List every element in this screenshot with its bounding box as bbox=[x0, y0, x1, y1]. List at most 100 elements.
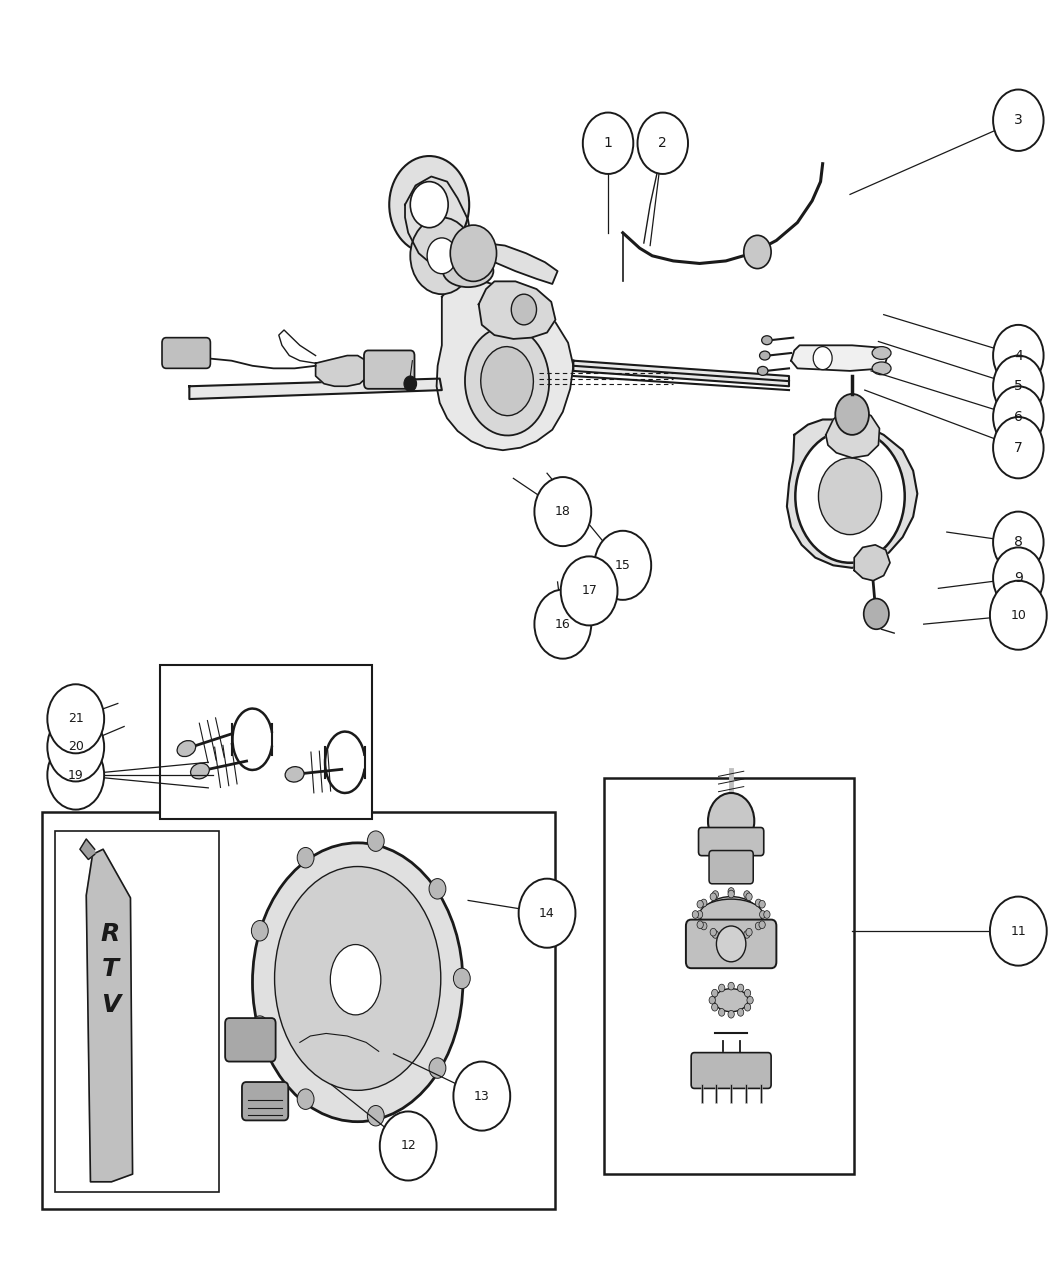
Circle shape bbox=[737, 1009, 744, 1017]
FancyBboxPatch shape bbox=[686, 920, 776, 968]
Circle shape bbox=[747, 996, 753, 1004]
Circle shape bbox=[728, 931, 734, 939]
Circle shape bbox=[697, 900, 704, 908]
Circle shape bbox=[696, 911, 703, 918]
Circle shape bbox=[251, 921, 268, 941]
Circle shape bbox=[993, 90, 1044, 151]
Text: 10: 10 bbox=[1010, 609, 1027, 622]
Text: 7: 7 bbox=[1014, 441, 1023, 454]
Circle shape bbox=[818, 458, 882, 535]
Circle shape bbox=[701, 922, 707, 930]
Circle shape bbox=[712, 931, 719, 939]
Ellipse shape bbox=[330, 944, 381, 1016]
Circle shape bbox=[453, 1062, 510, 1131]
Text: 19: 19 bbox=[68, 769, 83, 781]
Circle shape bbox=[745, 1003, 751, 1010]
Circle shape bbox=[701, 899, 707, 907]
Circle shape bbox=[367, 831, 384, 852]
Circle shape bbox=[728, 982, 734, 990]
Circle shape bbox=[744, 931, 750, 939]
Circle shape bbox=[429, 1058, 446, 1078]
Circle shape bbox=[744, 890, 750, 898]
Circle shape bbox=[47, 741, 104, 810]
FancyBboxPatch shape bbox=[709, 851, 753, 884]
Circle shape bbox=[708, 793, 754, 849]
Ellipse shape bbox=[714, 989, 748, 1012]
Ellipse shape bbox=[177, 741, 196, 757]
Text: T: T bbox=[102, 958, 119, 981]
Circle shape bbox=[711, 1003, 717, 1010]
Circle shape bbox=[795, 430, 905, 563]
Ellipse shape bbox=[762, 336, 772, 345]
Circle shape bbox=[534, 477, 591, 546]
Text: 4: 4 bbox=[1014, 349, 1023, 362]
Text: 21: 21 bbox=[68, 712, 83, 725]
FancyBboxPatch shape bbox=[691, 1053, 771, 1088]
Text: 9: 9 bbox=[1014, 572, 1023, 585]
Polygon shape bbox=[316, 356, 370, 386]
Text: 12: 12 bbox=[401, 1140, 416, 1152]
Text: V: V bbox=[101, 994, 120, 1017]
Polygon shape bbox=[189, 379, 442, 399]
Polygon shape bbox=[405, 177, 471, 266]
Circle shape bbox=[583, 113, 633, 174]
FancyBboxPatch shape bbox=[42, 812, 555, 1209]
Circle shape bbox=[638, 113, 688, 174]
Circle shape bbox=[251, 1016, 268, 1036]
Text: 5: 5 bbox=[1014, 380, 1023, 393]
Ellipse shape bbox=[757, 367, 768, 376]
Polygon shape bbox=[479, 281, 555, 339]
Circle shape bbox=[737, 984, 744, 991]
FancyBboxPatch shape bbox=[364, 350, 414, 389]
Text: 8: 8 bbox=[1014, 536, 1023, 549]
Ellipse shape bbox=[275, 867, 441, 1090]
Circle shape bbox=[864, 599, 889, 629]
FancyBboxPatch shape bbox=[160, 665, 372, 819]
Ellipse shape bbox=[465, 327, 549, 435]
Circle shape bbox=[709, 996, 715, 1004]
Ellipse shape bbox=[481, 347, 533, 416]
Circle shape bbox=[744, 235, 771, 269]
Polygon shape bbox=[791, 345, 887, 371]
Polygon shape bbox=[80, 839, 95, 859]
Circle shape bbox=[380, 1111, 437, 1181]
Circle shape bbox=[561, 556, 618, 625]
Polygon shape bbox=[826, 409, 879, 458]
Circle shape bbox=[429, 879, 446, 899]
Text: 2: 2 bbox=[659, 137, 667, 150]
Circle shape bbox=[746, 893, 752, 900]
Ellipse shape bbox=[872, 362, 891, 375]
Circle shape bbox=[993, 547, 1044, 609]
Circle shape bbox=[760, 911, 766, 918]
Text: 17: 17 bbox=[581, 585, 598, 597]
Circle shape bbox=[758, 921, 765, 929]
FancyBboxPatch shape bbox=[604, 778, 854, 1174]
Circle shape bbox=[519, 879, 575, 948]
Circle shape bbox=[755, 899, 762, 907]
Circle shape bbox=[710, 893, 716, 900]
Circle shape bbox=[427, 238, 457, 274]
Circle shape bbox=[697, 921, 704, 929]
Ellipse shape bbox=[872, 347, 891, 359]
Circle shape bbox=[993, 325, 1044, 386]
Text: 20: 20 bbox=[67, 741, 84, 753]
Circle shape bbox=[367, 1105, 384, 1126]
Circle shape bbox=[745, 990, 751, 998]
Circle shape bbox=[728, 1010, 734, 1018]
Circle shape bbox=[728, 934, 734, 941]
Text: 13: 13 bbox=[474, 1090, 489, 1102]
Circle shape bbox=[993, 386, 1044, 448]
Text: R: R bbox=[101, 922, 120, 945]
Circle shape bbox=[719, 1009, 725, 1017]
Ellipse shape bbox=[252, 843, 463, 1122]
Ellipse shape bbox=[190, 764, 209, 779]
Polygon shape bbox=[437, 279, 573, 450]
Polygon shape bbox=[86, 849, 133, 1182]
Text: 6: 6 bbox=[1014, 411, 1023, 423]
Ellipse shape bbox=[285, 766, 304, 781]
Circle shape bbox=[728, 890, 734, 898]
Polygon shape bbox=[787, 420, 917, 568]
Circle shape bbox=[758, 900, 765, 908]
Ellipse shape bbox=[443, 256, 493, 286]
Text: 3: 3 bbox=[1014, 114, 1023, 127]
